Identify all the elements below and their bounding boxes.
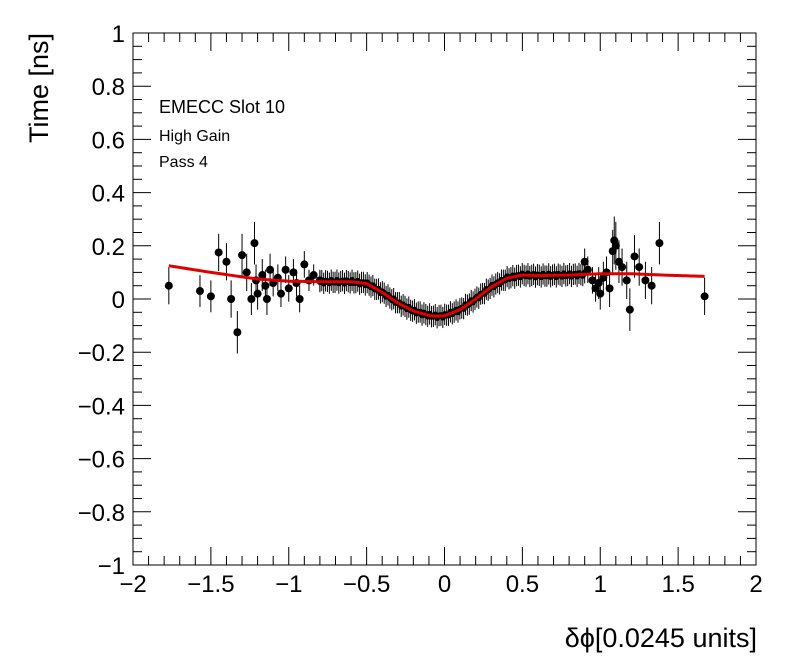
y-tick-label: −0.6 (78, 447, 125, 474)
data-point (605, 284, 614, 293)
data-point (300, 260, 309, 269)
data-point (700, 292, 709, 301)
data-point (214, 248, 223, 257)
data-point (630, 252, 639, 261)
y-tick-label: 1 (112, 21, 125, 48)
data-point (238, 251, 247, 260)
y-tick-label: 0.4 (92, 181, 125, 208)
data-point (580, 257, 589, 266)
y-tick-label: −0.4 (78, 393, 125, 420)
data-point (655, 239, 664, 248)
y-axis-title: Time [ns] (24, 33, 54, 143)
data-point (647, 281, 656, 290)
y-tick-label: 0.8 (92, 74, 125, 101)
x-tick-label: −0.5 (343, 571, 390, 598)
data-point (206, 292, 215, 301)
data-point (641, 276, 650, 285)
data-point (281, 265, 290, 274)
data-point (242, 268, 251, 277)
data-point (622, 276, 631, 285)
x-tick-label: 0.5 (506, 571, 539, 598)
data-point (588, 276, 597, 285)
data-point (227, 295, 236, 303)
annotation-pass: Pass 4 (159, 154, 208, 171)
y-tick-label: 0.6 (92, 127, 125, 154)
data-point (247, 295, 256, 303)
data-point (250, 239, 259, 248)
plot-frame (132, 32, 757, 566)
y-tick-label: −0.8 (78, 500, 125, 527)
data-point (262, 295, 271, 303)
fit-line (168, 264, 705, 318)
data-point (289, 268, 298, 277)
x-tick-label: 1.5 (661, 571, 694, 598)
y-tick-label: −1 (98, 553, 125, 580)
fit-curve (168, 264, 705, 318)
data-point (295, 295, 304, 303)
data-point (195, 287, 204, 296)
y-tick-label: −0.2 (78, 340, 125, 367)
data-point (596, 289, 605, 298)
data-point (233, 328, 242, 337)
x-tick-label: −1.5 (187, 571, 234, 598)
x-tick-label: −2 (119, 571, 146, 598)
x-tick-label: −1 (275, 571, 302, 598)
annotation-gain: High Gain (159, 128, 230, 145)
data-point (625, 305, 634, 314)
data-point (618, 263, 627, 272)
y-tick-label: 0.2 (92, 234, 125, 261)
y-tick-labels: −1 −0.8 −0.6 −0.4 −0.2 0 0.2 0.4 0.6 0.8 1 (78, 21, 125, 580)
data-point (261, 281, 270, 290)
data-point (258, 271, 267, 280)
data-point (276, 289, 285, 298)
data-point (309, 271, 318, 280)
x-axis-title: δϕ[0.0245 units] (565, 623, 757, 653)
data-point (266, 265, 275, 274)
data-point (164, 281, 173, 290)
data-point (611, 241, 620, 250)
x-tick-label: 0 (438, 571, 451, 598)
data-point (222, 257, 231, 266)
annotation-slot: EMECC Slot 10 (159, 97, 285, 117)
data-point (635, 263, 644, 272)
data-point (284, 284, 293, 293)
data-point (583, 265, 592, 274)
x-tick-label: 2 (749, 571, 762, 598)
x-tick-label: 1 (594, 571, 607, 598)
y-tick-label: 0 (112, 287, 125, 314)
x-tick-labels: −2 −1.5 −1 −0.5 0 0.5 1 1.5 2 (119, 571, 762, 598)
data-point (253, 289, 262, 298)
